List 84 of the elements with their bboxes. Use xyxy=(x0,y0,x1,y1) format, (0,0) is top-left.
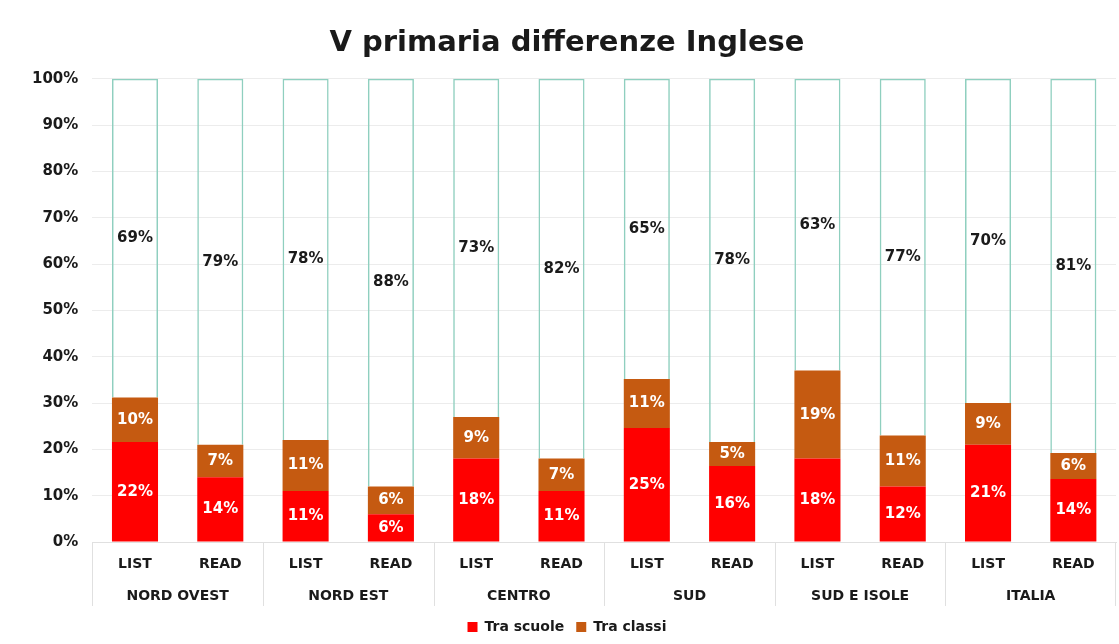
data-label: 18% xyxy=(458,489,495,508)
data-label: 5% xyxy=(719,443,745,462)
y-tick-label: 10% xyxy=(42,485,79,504)
data-label: 6% xyxy=(378,490,404,509)
data-label: 11% xyxy=(287,455,324,474)
x-tick-label: READ xyxy=(881,555,925,572)
bar xyxy=(709,466,756,542)
chart-title: V primaria differenze Inglese xyxy=(329,23,805,58)
x-tick-label: READ xyxy=(369,555,413,572)
data-label: 11% xyxy=(543,506,580,525)
data-label: 18% xyxy=(799,489,836,508)
data-label: 69% xyxy=(117,228,153,247)
y-tick-label: 0% xyxy=(52,531,79,550)
data-label: 11% xyxy=(628,393,665,412)
bar xyxy=(879,486,926,542)
data-label: 82% xyxy=(543,258,580,277)
data-label: 65% xyxy=(628,218,665,237)
x-tick-label: LIST xyxy=(971,555,1006,572)
data-label: 73% xyxy=(458,237,495,256)
bar xyxy=(879,435,926,487)
legend-label: Tra classi xyxy=(593,617,667,634)
text: SUD E ISOLE xyxy=(811,586,910,603)
text: SUD xyxy=(672,586,707,603)
data-label: 6% xyxy=(1060,455,1087,474)
y-tick-label: 70% xyxy=(42,207,79,226)
bar xyxy=(197,477,244,542)
data-label: 11% xyxy=(884,450,921,469)
y-tick-label: 100% xyxy=(32,68,79,87)
bar xyxy=(623,428,670,542)
bar xyxy=(111,441,159,542)
data-label: 10% xyxy=(117,409,153,428)
x-tick-label: READ xyxy=(1051,555,1095,572)
bar xyxy=(282,440,329,492)
data-label: 16% xyxy=(714,493,751,512)
data-label: 22% xyxy=(117,481,153,500)
text: NORD EST xyxy=(308,586,389,603)
bar xyxy=(453,458,500,542)
x-tick-label: READ xyxy=(198,555,242,572)
data-label: 19% xyxy=(799,404,836,423)
y-tick-label: 60% xyxy=(42,253,79,272)
y-tick-label: 30% xyxy=(42,392,79,411)
bar xyxy=(453,416,500,459)
data-label: 77% xyxy=(884,247,921,266)
text: NORD OVEST xyxy=(126,586,230,603)
y-tick-label: 50% xyxy=(42,300,79,319)
y-tick-label: 40% xyxy=(42,346,79,365)
data-label: 21% xyxy=(970,483,1006,501)
data-label: 88% xyxy=(372,272,409,291)
text: CENTRO xyxy=(486,586,551,603)
data-label: 7% xyxy=(548,464,575,483)
x-tick-label: READ xyxy=(540,555,583,572)
data-label: 14% xyxy=(1055,500,1092,519)
bar xyxy=(965,444,1012,542)
y-tick-label: 20% xyxy=(42,439,79,458)
x-tick-label: LIST xyxy=(459,555,494,572)
x-tick-label: LIST xyxy=(800,555,835,572)
data-label: 81% xyxy=(1055,255,1092,274)
x-tick-label: LIST xyxy=(118,555,153,572)
y-tick-label: 80% xyxy=(42,161,79,180)
x-tick-label: READ xyxy=(710,555,754,572)
data-label: 11% xyxy=(287,506,324,525)
data-label: 78% xyxy=(714,250,751,269)
data-label: 9% xyxy=(463,427,489,446)
data-label: 12% xyxy=(884,503,921,522)
bar xyxy=(282,491,329,542)
bar xyxy=(1050,479,1097,542)
x-tick-label: LIST xyxy=(288,555,323,572)
bar xyxy=(965,403,1012,445)
bar xyxy=(794,370,841,459)
legend-label: Tra scuole xyxy=(484,617,565,634)
bar xyxy=(538,491,585,542)
data-label: 70% xyxy=(970,230,1006,249)
data-label: 25% xyxy=(628,474,665,493)
text: ITALIA xyxy=(1005,586,1056,603)
x-tick-label: LIST xyxy=(629,555,665,572)
data-label: 6% xyxy=(378,517,404,536)
data-label: 78% xyxy=(287,249,324,268)
data-label: 63% xyxy=(799,214,836,233)
y-tick-label: 90% xyxy=(42,115,79,134)
data-label: 9% xyxy=(975,413,1001,432)
data-label: 7% xyxy=(207,450,234,469)
bar xyxy=(794,458,841,542)
data-label: 79% xyxy=(202,251,239,270)
data-label: 14% xyxy=(202,499,239,518)
